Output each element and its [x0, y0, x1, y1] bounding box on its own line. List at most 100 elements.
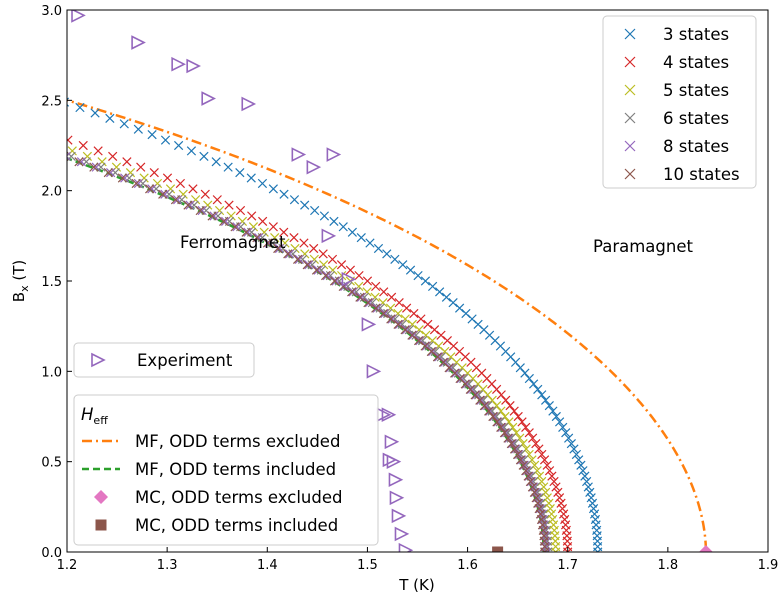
state-point [413, 335, 424, 346]
state-point [548, 406, 558, 416]
legend-marker-10-states [624, 168, 636, 180]
state-point [559, 509, 569, 519]
state-point [505, 401, 515, 411]
state-point [365, 238, 375, 248]
legend-marker-mc-diamond [94, 490, 108, 504]
state-point [235, 205, 246, 216]
state-point [19, 136, 27, 144]
experiment-point [201, 91, 216, 106]
state-point [105, 113, 115, 124]
legend-experiment: Experiment [73, 342, 255, 378]
state-point [454, 303, 465, 313]
state-point [133, 124, 143, 134]
state-point [523, 471, 533, 481]
state-point [183, 200, 193, 210]
state-point [309, 243, 319, 254]
state-point [441, 292, 452, 302]
state-point [91, 162, 101, 172]
state-point [4, 125, 12, 133]
state-point [420, 276, 431, 286]
state-point [76, 157, 87, 167]
y-tick-label: 1.5 [41, 275, 62, 290]
state-point [524, 373, 534, 384]
state-point [199, 151, 209, 161]
state-point [131, 178, 141, 189]
experiment-point [366, 364, 382, 379]
y-axis-label: Bx (T) [10, 260, 31, 302]
annotation-paramagnet: Paramagnet [593, 237, 693, 256]
state-point [197, 205, 207, 216]
state-point [151, 184, 161, 194]
state-point [379, 287, 389, 297]
state-point [544, 498, 554, 508]
legend-label-10-states: 10 states [663, 165, 740, 184]
state-point [258, 216, 268, 227]
state-point [31, 141, 39, 149]
x-tick-label: 1.9 [758, 558, 779, 573]
state-point [108, 151, 118, 161]
state-point [93, 146, 103, 156]
state-point [28, 141, 36, 149]
state-point [52, 147, 60, 155]
state-point [542, 460, 552, 470]
state-point [492, 417, 502, 427]
state-point [531, 493, 541, 503]
state-point [319, 211, 330, 221]
state-point [558, 422, 568, 432]
state-point [322, 270, 332, 281]
state-point [321, 270, 331, 281]
state-point [11, 82, 19, 90]
state-point [563, 547, 573, 552]
legend-marker-8-states [624, 140, 636, 152]
state-point [235, 167, 245, 178]
legend-label-heff: MC, ODD terms excluded [135, 488, 342, 507]
experiment-point [186, 58, 201, 74]
state-point [89, 162, 99, 172]
state-point [499, 428, 510, 438]
state-point [356, 233, 366, 243]
state-point [386, 292, 397, 302]
state-point [133, 178, 144, 189]
state-point [420, 341, 430, 351]
state-point [390, 314, 400, 324]
state-point [329, 276, 340, 286]
state-point [554, 417, 565, 427]
state-point [188, 184, 198, 194]
state-point [586, 493, 596, 503]
state-point [219, 216, 229, 227]
annotation-ferromagnet: Ferromagnet [180, 233, 286, 252]
state-point [537, 390, 547, 400]
legend-marker-experiment [91, 352, 106, 368]
state-point [264, 238, 274, 248]
state-point [393, 319, 403, 329]
y-tick-label: 2.5 [41, 94, 62, 109]
state-point [540, 487, 551, 498]
state-point [398, 260, 408, 270]
state-point [345, 265, 356, 275]
state-point [524, 471, 534, 481]
experiment-point [384, 434, 400, 450]
state-point [429, 325, 440, 335]
state-point [119, 119, 129, 129]
state-point [147, 184, 157, 194]
state-point [363, 298, 373, 308]
state-point [0, 130, 6, 138]
state-point [0, 130, 3, 138]
axis-ticks: 1.2 1.3 1.4 1.5 1.6 1.7 1.8 1.9 0.0 0.5 1.0 1.5 2.0 2… [41, 4, 778, 573]
state-point [576, 460, 586, 470]
state-point [173, 140, 184, 151]
state-point [289, 233, 299, 243]
legend-label-heff: MF, ODD terms included [135, 460, 336, 479]
state-point [283, 249, 293, 259]
experiment-point [398, 542, 414, 552]
state-point [279, 189, 289, 199]
state-point [583, 482, 593, 492]
state-point [136, 162, 146, 172]
state-point [534, 504, 544, 514]
state-point [106, 167, 116, 178]
state-point [47, 147, 55, 155]
state-point [331, 276, 341, 286]
state-point [413, 270, 423, 281]
state-point [292, 254, 303, 264]
state-point [354, 270, 364, 281]
